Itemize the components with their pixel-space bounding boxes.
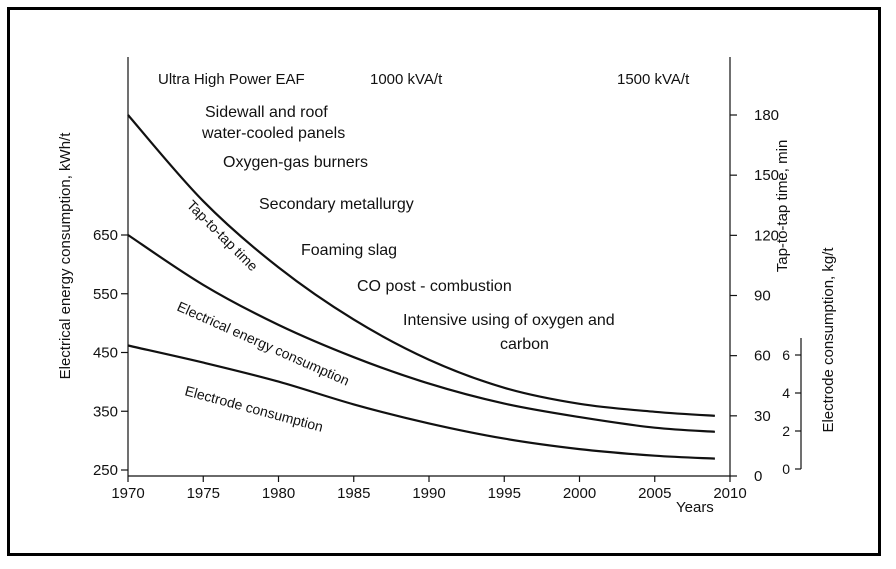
annotation-carbon: carbon [500, 336, 549, 353]
electrode-tick-label: 4 [782, 385, 790, 401]
x-tick-label: 2005 [638, 485, 671, 502]
right-tick-label: 120 [754, 227, 779, 244]
right-tick-label: 60 [754, 348, 771, 365]
x-tick-label: 1980 [262, 485, 295, 502]
annotation-co-post-combustion: CO post - combustion [357, 278, 512, 295]
right-tick-group: 0 30 60 90 120 150 180 [730, 107, 779, 485]
series-label-electrical-energy: Electrical energy consumption [175, 298, 352, 389]
annotation-oxygen-burners: Oxygen-gas burners [223, 154, 368, 171]
x-tick-label: 1970 [111, 485, 144, 502]
left-tick-label: 450 [93, 345, 118, 362]
left-axis-title: Electrical energy consumption, kWh/t [57, 132, 74, 380]
electrode-tick-label: 0 [782, 461, 790, 477]
x-tick-label: 2010 [713, 485, 746, 502]
left-tick-group: 250 350 450 550 650 [93, 227, 128, 479]
x-tick-label: 1995 [488, 485, 521, 502]
electrode-consumption-curve [127, 344, 715, 460]
electrode-tick-group: 0 2 4 6 [782, 347, 801, 477]
electrode-tick-label: 2 [782, 423, 790, 439]
annotation-sidewall: Sidewall and roof [205, 104, 328, 121]
right-axis-title: Tap-to-tap time, min [774, 140, 791, 273]
x-tick-group: 1970 1975 1980 1985 1990 1995 2000 2005 2010 [111, 476, 747, 502]
eaf-type-label: Ultra High Power EAF [158, 71, 305, 88]
annotation-foaming-slag: Foaming slag [301, 242, 397, 259]
left-tick-label: 650 [93, 227, 118, 244]
annotation-water-cooled: water-cooled panels [201, 125, 345, 142]
electrode-axis-title: Electrode consumption, kg/t [820, 247, 837, 433]
eaf-chart: Ultra High Power EAF 1000 kVA/t 1500 kVA… [57, 57, 837, 516]
right-tick-label: 150 [754, 167, 779, 184]
series-label-tap-to-tap: Tap-to-tap time [184, 197, 261, 274]
annotation-secondary-metallurgy: Secondary metallurgy [259, 196, 414, 213]
electrical-energy-curve [127, 234, 715, 433]
right-tick-label: 30 [754, 408, 771, 425]
left-tick-label: 550 [93, 286, 118, 303]
x-tick-label: 1975 [187, 485, 220, 502]
annotation-oxygen-carbon: Intensive using of oxygen and [403, 312, 615, 329]
left-tick-label: 250 [93, 462, 118, 479]
power-high-label: 1500 kVA/t [617, 71, 690, 88]
right-tick-label: 180 [754, 107, 779, 124]
x-axis-title: Years [676, 499, 714, 516]
right-tick-label: 90 [754, 288, 771, 305]
figure-frame: Ultra High Power EAF 1000 kVA/t 1500 kVA… [7, 7, 881, 556]
tap-to-tap-time-curve [127, 114, 715, 417]
left-tick-label: 350 [93, 403, 118, 420]
x-tick-label: 1985 [337, 485, 370, 502]
series-group [127, 114, 715, 460]
power-low-label: 1000 kVA/t [370, 71, 443, 88]
x-tick-label: 2000 [563, 485, 596, 502]
series-label-electrode: Electrode consumption [183, 382, 325, 434]
x-tick-label: 1990 [412, 485, 445, 502]
right-tick-label: 0 [754, 468, 762, 485]
electrode-tick-label: 6 [782, 347, 790, 363]
